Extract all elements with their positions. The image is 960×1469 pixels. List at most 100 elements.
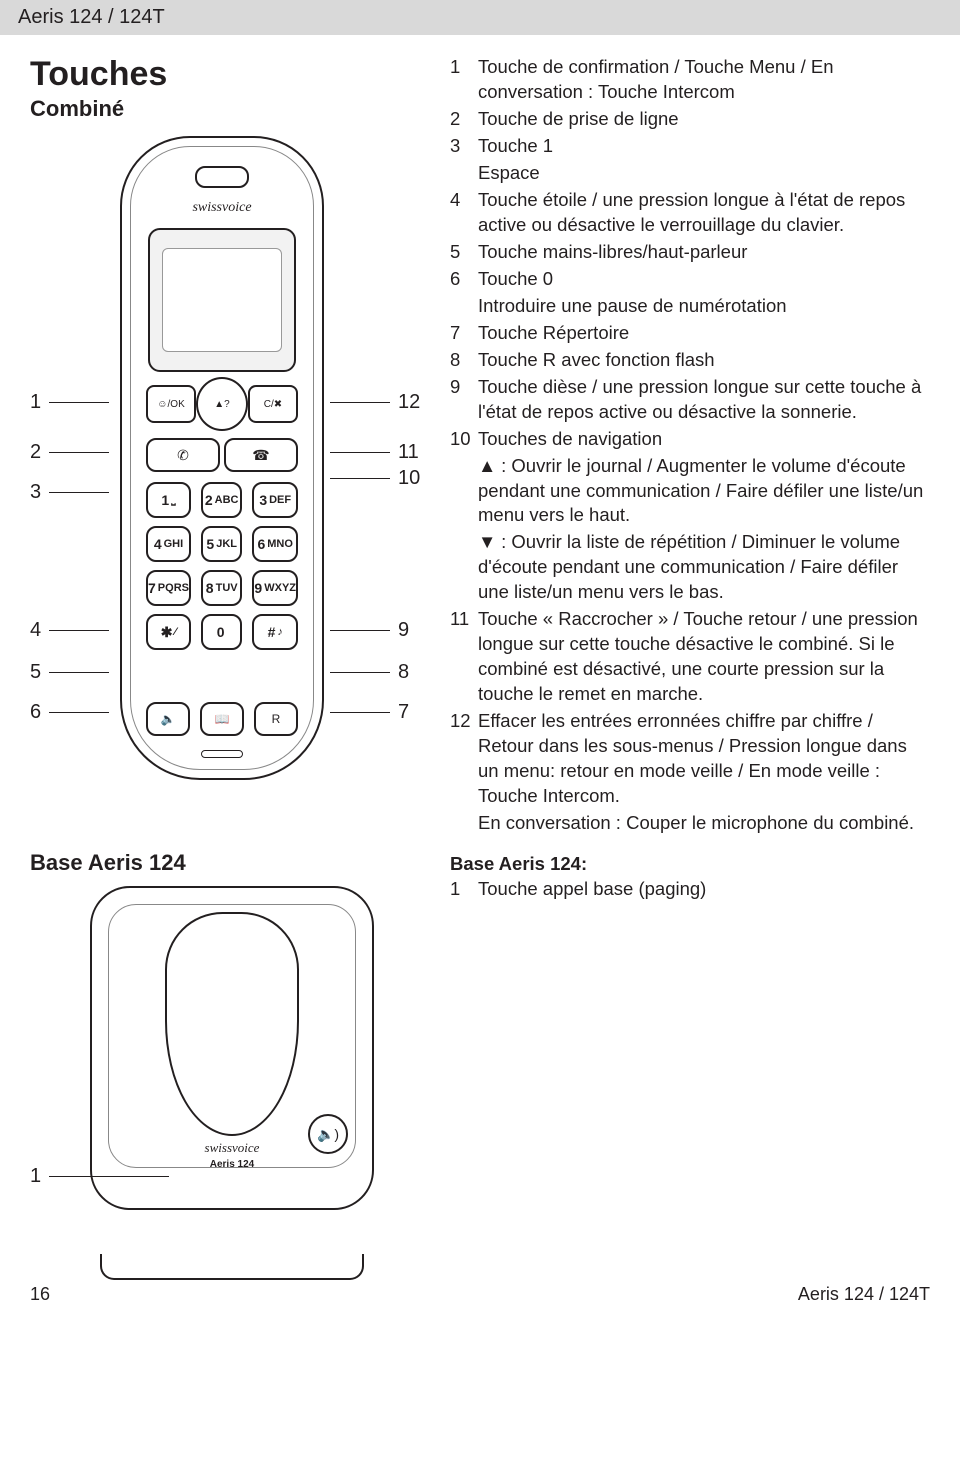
callout-left-3: 3: [30, 482, 109, 502]
callout-line: [49, 492, 109, 493]
callout-line: [330, 402, 390, 403]
r-button: R: [254, 702, 298, 736]
desc-text: En conversation : Couper le microphone d…: [478, 811, 930, 838]
callout-number: 3: [30, 481, 41, 504]
base-outline: swissvoice Aeris 124 🔈): [90, 886, 374, 1210]
key-3: 3DEF: [252, 482, 298, 518]
section-title: Touches: [30, 55, 430, 94]
callout-right-8: 8: [330, 662, 409, 682]
softkey-left: ☺/OK: [146, 385, 196, 423]
header-bar: Aeris 124 / 124T: [0, 0, 960, 35]
callout-number: 9: [398, 619, 409, 642]
key-9: 9WXYZ: [252, 570, 298, 606]
key-✱: ✱⁄: [146, 614, 191, 650]
callout-line: [49, 1176, 169, 1177]
base-diagram: swissvoice Aeris 124 🔈) 1: [30, 886, 430, 1266]
left-column: Touches Combiné swissvoice ☺/OK ▲? C/✖ ✆…: [30, 55, 430, 1266]
desc-num: 5: [450, 240, 478, 267]
base-item-num: 1: [450, 877, 478, 904]
handset-brand: swissvoice: [122, 200, 322, 216]
desc-text: Touche Répertoire: [478, 321, 930, 348]
callout-left-6: 6: [30, 702, 109, 722]
callout-number: 8: [398, 661, 409, 684]
bottom-row: 🔈 📖 R: [146, 702, 298, 736]
handset-screen: [148, 228, 296, 372]
desc-text: Touches de navigation: [478, 427, 930, 454]
base-item-text: Touche appel base (paging): [478, 877, 706, 904]
section-subtitle: Combiné: [30, 96, 430, 122]
callout-line: [330, 672, 390, 673]
paging-button: 🔈): [308, 1114, 348, 1154]
desc-num: 2: [450, 107, 478, 134]
up-icon: ▲: [478, 454, 496, 479]
callout-number: 4: [30, 619, 41, 642]
key-1: 1⎵: [146, 482, 191, 518]
desc-text: Touche R avec fonction flash: [478, 348, 930, 375]
desc-num: 3: [450, 134, 478, 161]
callout-number: 2: [30, 441, 41, 464]
desc-text: Touche « Raccrocher » / Touche retour / …: [478, 607, 930, 709]
callout-line: [49, 630, 109, 631]
desc-num: [450, 161, 478, 188]
base-callout-1: 1: [30, 1166, 169, 1186]
callout-line: [330, 630, 390, 631]
softkey-right: C/✖: [248, 385, 298, 423]
handset-screen-inner: [162, 248, 282, 352]
nav-down-text: : Ouvrir la liste de répétition / Diminu…: [478, 531, 900, 602]
mic-slot: [201, 750, 243, 758]
callout-right-9: 9: [330, 620, 409, 640]
desc-text: Touche de prise de ligne: [478, 107, 930, 134]
callout-left-4: 4: [30, 620, 109, 640]
desc-num: [450, 294, 478, 321]
speaker-button: 🔈: [146, 702, 190, 736]
callout-number: 11: [398, 441, 419, 464]
desc-num: 1: [450, 55, 478, 107]
key-5: 5JKL: [201, 526, 242, 562]
key-#: #♪: [252, 614, 298, 650]
desc-num: 11: [450, 607, 478, 709]
right-column: 1Touche de confirmation / Touche Menu / …: [450, 55, 930, 1266]
callout-line: [49, 452, 109, 453]
desc-text: Introduire une pause de numérotation: [478, 294, 930, 321]
callout-left-1: 1: [30, 392, 109, 412]
callout-number: 5: [30, 661, 41, 684]
phonebook-button: 📖: [200, 702, 244, 736]
key-8: 8TUV: [201, 570, 242, 606]
desc-text: Touche étoile / une pression longue à l'…: [478, 188, 930, 240]
callout-left-2: 2: [30, 442, 109, 462]
callout-line: [49, 402, 109, 403]
callout-right-12: 12: [330, 392, 420, 412]
down-icon: ▼: [478, 530, 496, 555]
desc-num: 6: [450, 267, 478, 294]
desc-num: [450, 811, 478, 838]
callout-right-10: 10: [330, 468, 420, 488]
callout-left-5: 5: [30, 662, 109, 682]
desc-num: 8: [450, 348, 478, 375]
desc-text: Effacer les entrées erronnées chiffre pa…: [478, 709, 930, 811]
desc-text: Touche dièse / une pression longue sur c…: [478, 375, 930, 427]
callout-right-11: 11: [330, 442, 419, 462]
earpiece-slot: [195, 166, 249, 188]
desc-text: Espace: [478, 161, 930, 188]
softkey-row: ☺/OK ▲? C/✖: [146, 382, 298, 426]
footer-model: Aeris 124 / 124T: [798, 1284, 930, 1305]
desc-text: Touche de confirmation / Touche Menu / E…: [478, 55, 930, 107]
dpad: ▲?: [196, 377, 248, 431]
nav-down-desc: ▼ : Ouvrir la liste de répétition / Dimi…: [478, 530, 930, 607]
callout-line: [330, 452, 390, 453]
base-feet: [100, 1254, 364, 1280]
callout-number: 12: [398, 391, 420, 414]
desc-num: 10: [450, 427, 478, 454]
desc-text: Touche mains-libres/haut-parleur: [478, 240, 930, 267]
callout-number: 7: [398, 701, 409, 724]
keypad: 1⎵2ABC3DEF4GHI5JKL6MNO7PQRS8TUV9WXYZ✱⁄0#…: [146, 482, 298, 650]
desc-num: 9: [450, 375, 478, 427]
base-cradle: [165, 912, 299, 1136]
page-footer: 16 Aeris 124 / 124T: [0, 1276, 960, 1325]
hangup-button: ☎: [224, 438, 298, 472]
header-model: Aeris 124 / 124T: [18, 6, 165, 28]
page-number: 16: [30, 1284, 50, 1305]
callout-right-7: 7: [330, 702, 409, 722]
call-row: ✆ ☎: [146, 438, 298, 474]
key-7: 7PQRS: [146, 570, 191, 606]
